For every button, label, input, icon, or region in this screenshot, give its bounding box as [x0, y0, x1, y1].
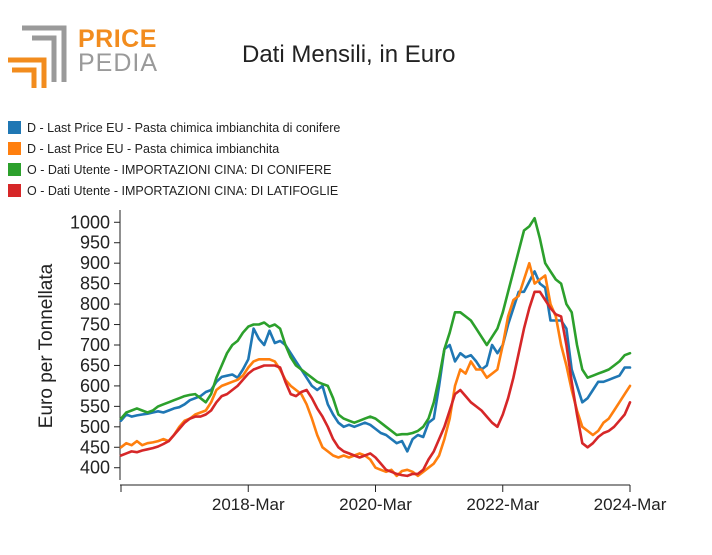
y-tick-label: 850 [80, 274, 110, 294]
legend-swatch [8, 121, 21, 134]
legend-label: O - Dati Utente - IMPORTAZIONI CINA: DI … [27, 184, 339, 198]
series-line [119, 261, 632, 478]
legend-swatch [8, 184, 21, 197]
legend-swatch [8, 163, 21, 176]
y-tick-label: 500 [80, 417, 110, 437]
y-tick-label: 800 [80, 294, 110, 314]
series-line [119, 270, 632, 453]
logo-word-price: PRICE [78, 25, 157, 53]
legend-label: D - Last Price EU - Pasta chimica imbian… [27, 142, 280, 156]
legend-swatch [8, 142, 21, 155]
logo-mark-icon [8, 25, 67, 88]
legend-label: D - Last Price EU - Pasta chimica imbian… [27, 121, 341, 135]
y-tick-label: 650 [80, 355, 110, 375]
y-tick-label: 700 [80, 335, 110, 355]
x-tick-label: 2020-Mar [339, 495, 412, 514]
y-axis-label: Euro per Tonnellata [36, 263, 57, 428]
series-line [119, 290, 632, 478]
logo-word-pedia: PEDIA [78, 49, 159, 77]
legend-item[interactable]: O - Dati Utente - IMPORTAZIONI CINA: DI … [8, 160, 340, 181]
y-tick-label: 1000 [70, 212, 110, 232]
legend-item[interactable]: O - Dati Utente - IMPORTAZIONI CINA: DI … [8, 181, 340, 202]
legend-item[interactable]: D - Last Price EU - Pasta chimica imbian… [8, 139, 340, 160]
y-tick-label: 950 [80, 233, 110, 253]
y-tick-label: 450 [80, 437, 110, 457]
y-tick-label: 400 [80, 458, 110, 478]
y-tick-label: 550 [80, 396, 110, 416]
y-tick-label: 750 [80, 315, 110, 335]
x-tick-label: 2018-Mar [212, 495, 285, 514]
y-tick-label: 900 [80, 253, 110, 273]
x-tick-label: 2024-Mar [594, 495, 667, 514]
series-lines [119, 216, 632, 478]
legend: D - Last Price EU - Pasta chimica imbian… [8, 118, 340, 202]
series-line [119, 216, 632, 437]
legend-item[interactable]: D - Last Price EU - Pasta chimica imbian… [8, 118, 340, 139]
x-tick-label: 2022-Mar [466, 495, 539, 514]
y-tick-label: 600 [80, 376, 110, 396]
chart-title: Dati Mensili, in Euro [242, 41, 456, 68]
pricepedia-logo: PRICE PEDIA [8, 22, 158, 92]
x-axis: 2018-Mar 2020-Mar 2022-Mar 2024-Mar [120, 484, 667, 514]
legend-label: O - Dati Utente - IMPORTAZIONI CINA: DI … [27, 163, 332, 177]
